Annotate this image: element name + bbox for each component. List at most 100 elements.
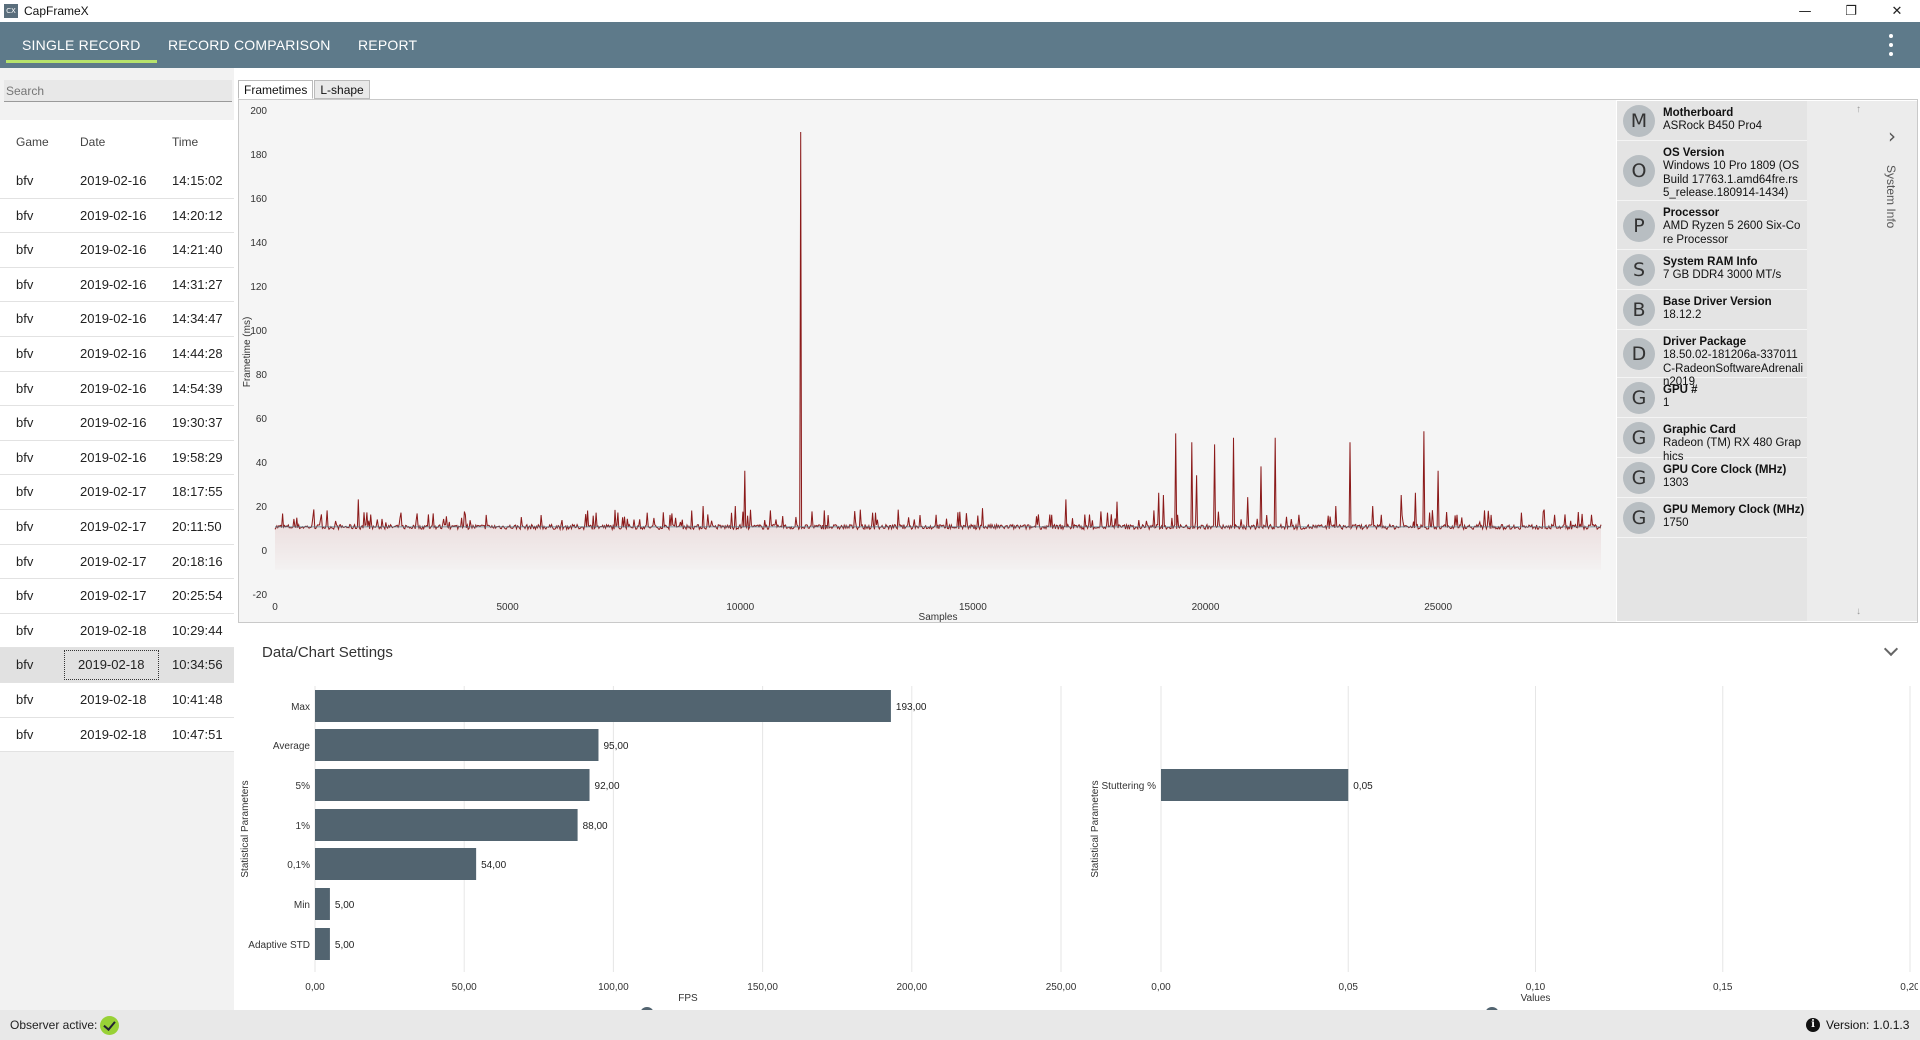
- record-date: 2019-02-18: [80, 691, 147, 707]
- system-info-side-tab[interactable]: [1807, 101, 1917, 621]
- system-info-item: G GPU Core Clock (MHz) 1303: [1617, 458, 1807, 498]
- record-time: 10:41:48: [172, 691, 223, 707]
- record-time: 14:15:02: [172, 173, 223, 188]
- record-row[interactable]: bfv 2019-02-16 14:21:40: [0, 233, 234, 268]
- expand-chevron-icon[interactable]: ›: [1888, 124, 1896, 148]
- record-row[interactable]: bfv 2019-02-16 19:30:37: [0, 406, 234, 441]
- record-row[interactable]: bfv 2019-02-16 14:54:39: [0, 371, 234, 407]
- legend-label: bfv: [658, 1009, 673, 1010]
- record-row[interactable]: bfv 2019-02-17 20:11:50: [0, 509, 234, 545]
- main-nav: SINGLE RECORD RECORD COMPARISON REPORT: [0, 22, 1920, 68]
- record-time: 20:11:50: [172, 518, 222, 534]
- x-tick-label: 0,00: [1151, 982, 1171, 993]
- stat-bar[interactable]: [315, 809, 578, 841]
- record-row[interactable]: bfv 2019-02-16 14:15:02: [0, 164, 234, 199]
- record-time: 10:34:56: [172, 657, 223, 673]
- bar-value-label: 5,00: [335, 900, 355, 911]
- y-tick-label: 100: [250, 326, 267, 337]
- scroll-down-icon[interactable]: ↓: [1856, 606, 1861, 617]
- version-label: Version: 1.0.1.3: [1826, 1018, 1910, 1032]
- x-tick-label: 0,15: [1713, 982, 1733, 993]
- y-axis-label: Statistical Parameters: [1090, 780, 1101, 877]
- tab-l-shape[interactable]: L-shape: [314, 80, 370, 99]
- record-row[interactable]: bfv 2019-02-18 10:41:48: [0, 682, 234, 718]
- tab-report[interactable]: REPORT: [358, 37, 418, 53]
- record-time: 14:31:27: [172, 276, 223, 292]
- stat-bar[interactable]: [1161, 769, 1349, 801]
- tab-record-comparison[interactable]: RECORD COMPARISON: [168, 37, 331, 53]
- system-info-label: Driver Package: [1663, 336, 1747, 348]
- x-tick-label: 200,00: [897, 982, 928, 993]
- system-info-tab-label[interactable]: System Info: [1884, 165, 1898, 229]
- record-row[interactable]: bfv 2019-02-16 14:34:47: [0, 302, 234, 337]
- column-header-game[interactable]: Game: [16, 135, 49, 149]
- record-time: 20:18:16: [172, 553, 223, 569]
- settings-title: Data/Chart Settings: [262, 644, 393, 661]
- scroll-up-icon[interactable]: ↑: [1856, 104, 1861, 115]
- y-tick-label: 20: [256, 502, 268, 513]
- record-row[interactable]: bfv 2019-02-18 10:29:44: [0, 613, 234, 649]
- record-row[interactable]: bfv 2019-02-18 10:34:56: [0, 648, 234, 683]
- y-tick-label: -20: [253, 590, 268, 601]
- record-game: bfv: [16, 484, 34, 500]
- record-game: bfv: [16, 691, 34, 707]
- tab-frametimes[interactable]: Frametimes: [238, 80, 314, 99]
- search-input[interactable]: [4, 80, 232, 102]
- x-axis-label: FPS: [678, 993, 698, 1004]
- y-axis-label: Frametime (ms): [242, 317, 253, 388]
- system-info-value: Radeon (TM) RX 480 Graphics: [1663, 437, 1802, 463]
- stat-bar[interactable]: [315, 769, 590, 801]
- record-game: bfv: [16, 415, 34, 431]
- minimize-button[interactable]: —: [1798, 3, 1812, 19]
- system-info-badge-icon: M: [1623, 105, 1655, 137]
- stat-bar[interactable]: [315, 848, 477, 880]
- record-game: bfv: [16, 380, 34, 396]
- stat-bar[interactable]: [315, 928, 330, 960]
- record-time: 10:29:44: [172, 622, 223, 638]
- record-time: 19:30:37: [172, 415, 223, 431]
- tab-single-record[interactable]: SINGLE RECORD: [6, 22, 157, 63]
- restore-button[interactable]: ❐: [1845, 3, 1857, 19]
- record-row[interactable]: bfv 2019-02-16 14:44:28: [0, 336, 234, 372]
- legend-label: bfv: [1503, 1009, 1518, 1010]
- status-bar: Observer active: i Version: 1.0.1.3: [0, 1010, 1920, 1040]
- close-button[interactable]: ✕: [1891, 3, 1903, 19]
- column-header-time[interactable]: Time: [172, 135, 199, 149]
- system-info-value: 1750: [1663, 517, 1689, 529]
- window-title: CapFrameX: [24, 4, 89, 18]
- record-list: bfv 2019-02-16 14:15:02 bfv 2019-02-16 14:20:…: [0, 164, 234, 753]
- record-row[interactable]: bfv 2019-02-16 19:58:29: [0, 440, 234, 476]
- record-row[interactable]: bfv 2019-02-17 18:17:55: [0, 475, 234, 510]
- system-info-badge-icon: B: [1623, 294, 1655, 326]
- y-tick-label: 160: [250, 194, 267, 205]
- y-tick-label: 140: [250, 238, 267, 249]
- y-axis-label: Statistical Parameters: [240, 780, 251, 877]
- stat-bar[interactable]: [315, 690, 891, 722]
- record-row[interactable]: bfv 2019-02-18 10:47:51: [0, 717, 234, 753]
- system-info-badge-icon: D: [1623, 338, 1655, 370]
- record-row[interactable]: bfv 2019-02-16 14:31:27: [0, 267, 234, 303]
- system-info-value: AMD Ryzen 5 2600 Six-Core Processor: [1663, 220, 1801, 246]
- stat-bar[interactable]: [315, 729, 599, 761]
- frametime-chart[interactable]: -20 0 20 40 60 80 100 120 140 160 180 200 0 5000 10000…: [239, 100, 1616, 622]
- system-info-value: ASRock B450 Pro4: [1663, 120, 1763, 132]
- more-menu-icon[interactable]: [1888, 34, 1894, 56]
- bar-category-label: Average: [273, 741, 311, 752]
- stat-bar[interactable]: [315, 888, 330, 920]
- record-row[interactable]: bfv 2019-02-17 20:18:16: [0, 544, 234, 580]
- info-icon[interactable]: i: [1806, 1018, 1820, 1032]
- record-row[interactable]: bfv 2019-02-17 20:25:54: [0, 579, 234, 614]
- data-chart-settings-expander[interactable]: Data/Chart Settings: [238, 628, 1918, 678]
- column-header-date[interactable]: Date: [80, 135, 106, 149]
- system-info-item: D Driver Package 18.50.02-181206a-337011C-…: [1617, 330, 1807, 388]
- system-info-item: B Base Driver Version 18.12.2: [1617, 290, 1807, 330]
- window-controls: — ❐ ✕: [1782, 0, 1920, 22]
- record-date: 2019-02-16: [80, 415, 147, 431]
- chevron-down-icon[interactable]: [1883, 641, 1899, 657]
- x-tick-label: 5000: [497, 602, 520, 613]
- record-row[interactable]: bfv 2019-02-16 14:20:12: [0, 198, 234, 234]
- x-tick-label: 100,00: [598, 982, 629, 993]
- record-date: 2019-02-16: [80, 311, 147, 327]
- record-date: 2019-02-16: [80, 242, 147, 258]
- system-info-value: 7 GB DDR4 3000 MT/s: [1663, 269, 1782, 281]
